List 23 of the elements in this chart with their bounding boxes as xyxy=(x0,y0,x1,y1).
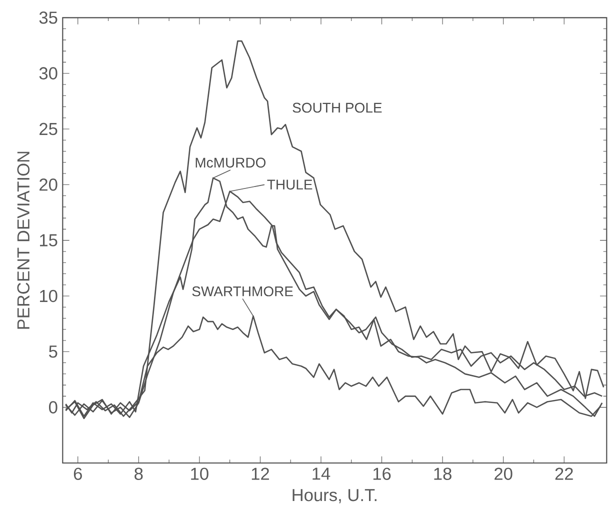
x-tick-label: 22 xyxy=(555,468,573,480)
y-axis-title: PERCENT DEVIATION xyxy=(17,152,30,329)
y-tick-label: 20 xyxy=(40,178,58,191)
x-tick-label: 16 xyxy=(373,468,391,480)
y-tick-label: 35 xyxy=(39,12,58,24)
series-label: SWARTHMORE xyxy=(192,286,293,296)
y-tick-label: 25 xyxy=(40,122,58,136)
y-tick-label: 30 xyxy=(39,67,58,80)
x-tick-label: 6 xyxy=(74,468,82,480)
x-tick-label: 10 xyxy=(191,468,208,480)
y-tick-label: 10 xyxy=(40,290,58,302)
x-tick-label: 20 xyxy=(494,468,512,480)
y-tick-label: 0 xyxy=(48,401,58,414)
series-label: McMURDO xyxy=(196,158,266,168)
series-label: SOUTH POLE xyxy=(292,102,382,113)
y-tick-label: 15 xyxy=(40,234,58,246)
x-tick-label: 8 xyxy=(134,468,143,480)
x-tick-label: 14 xyxy=(312,468,330,480)
legend-label: THULE xyxy=(267,180,312,190)
x-tick-label: 18 xyxy=(434,468,452,480)
x-tick-label: 12 xyxy=(252,468,269,480)
x-axis-title: Hours, U.T. xyxy=(292,489,376,504)
y-tick-label: 5 xyxy=(49,346,58,358)
